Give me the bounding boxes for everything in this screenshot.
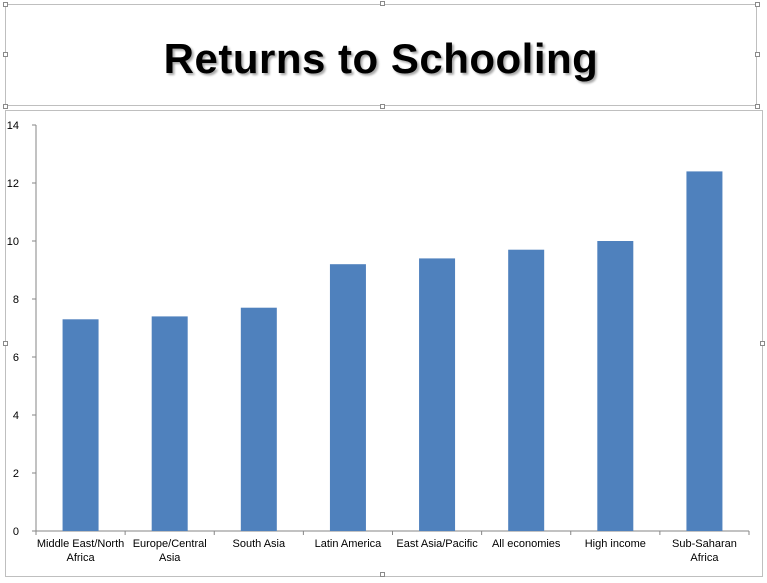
y-tick-label: 0 (13, 526, 19, 538)
selection-handle[interactable] (380, 572, 385, 577)
y-tick-label: 8 (13, 294, 19, 306)
chart-title-box[interactable]: Returns to Schooling (5, 4, 757, 106)
x-tick-label: Middle East/North Africa (37, 538, 124, 564)
selection-handle[interactable] (380, 104, 385, 109)
x-tick-label-line: East Asia/Pacific (396, 538, 478, 550)
bars-group (62, 171, 723, 531)
selection-handle[interactable] (3, 2, 8, 7)
x-tick-label-line: Europe/Central (133, 538, 207, 550)
bar[interactable] (329, 264, 366, 531)
x-tick-label: East Asia/Pacific (396, 538, 478, 550)
labels-group: 0 2 4 6 8 10 12 14 Middle East/North Africa Europe… (7, 120, 737, 564)
selection-handle[interactable] (380, 1, 385, 6)
x-tick-label: High income (585, 538, 646, 550)
x-tick-label-line: Asia (159, 552, 181, 564)
x-tick-label: South Asia (233, 538, 286, 550)
axes-group (32, 124, 750, 535)
y-tick-label: 12 (7, 178, 19, 190)
selection-handle[interactable] (755, 2, 760, 7)
y-tick-label: 14 (7, 120, 19, 132)
bar[interactable] (508, 249, 545, 531)
y-tick-label: 4 (13, 410, 19, 422)
x-tick-label-line: Sub-Saharan (672, 538, 737, 550)
bar-chart: 0 2 4 6 8 10 12 14 Middle East/North Africa Europe… (7, 120, 750, 564)
y-tick-label: 6 (13, 352, 19, 364)
selection-handle[interactable] (3, 52, 8, 57)
x-tick-label: Europe/Central Asia (133, 538, 207, 564)
x-tick-label: Sub-Saharan Africa (672, 538, 737, 564)
chart-title: Returns to Schooling (163, 35, 599, 82)
selection-handle[interactable] (760, 341, 765, 346)
x-tick-label-line: High income (585, 538, 646, 550)
bar[interactable] (419, 258, 456, 531)
y-tick-label: 10 (7, 236, 19, 248)
x-tick-label: Latin America (315, 538, 383, 550)
x-tick-label-line: Latin America (315, 538, 383, 550)
selection-handle[interactable] (755, 52, 760, 57)
x-tick-label-line: Middle East/North (37, 538, 124, 550)
selection-handle[interactable] (3, 104, 8, 109)
bar[interactable] (597, 241, 634, 531)
chart-area[interactable]: 0 2 4 6 8 10 12 14 Middle East/North Africa Europe… (5, 110, 763, 577)
y-tick-label: 2 (13, 468, 19, 480)
x-tick-label-line: Africa (690, 552, 719, 564)
bar[interactable] (686, 171, 723, 531)
bar[interactable] (151, 316, 188, 531)
x-tick-label-line: South Asia (233, 538, 286, 550)
x-tick-label: All economies (492, 538, 561, 550)
x-tick-label-line: Africa (67, 552, 96, 564)
selection-handle[interactable] (755, 104, 760, 109)
x-tick-label-line: All economies (492, 538, 561, 550)
bar[interactable] (240, 307, 277, 531)
selection-handle[interactable] (3, 341, 8, 346)
bar[interactable] (62, 319, 99, 531)
